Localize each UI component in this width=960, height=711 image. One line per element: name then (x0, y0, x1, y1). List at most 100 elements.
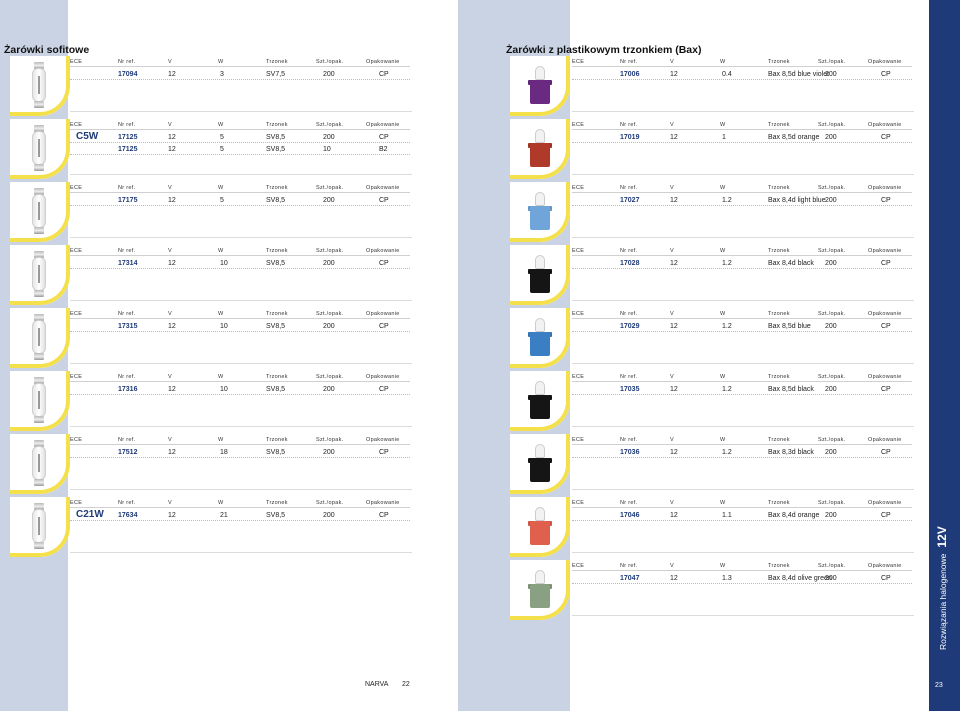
header-cell: Opakowanie (868, 437, 902, 443)
table-cell: 12 (168, 449, 176, 456)
side-label-text: Rozwiązania halogenowe (938, 553, 948, 650)
product-thumbnail (10, 308, 70, 368)
table-cell: SV8,5 (266, 386, 286, 393)
header-cell: Trzonek (768, 500, 790, 506)
table-cell: Bax 8,3d black (768, 449, 814, 456)
header-cell: Trzonek (768, 59, 790, 65)
table-header: ECE Nr ref. V W Trzonek Szt./opak. Opakowanie (70, 59, 410, 67)
left-page-number: 22 (402, 681, 410, 688)
header-cell: Szt./opak. (818, 374, 846, 380)
table-cell: 1.2 (722, 260, 732, 267)
table-cell: Bax 8,5d black (768, 386, 814, 393)
table-cell: 200 (825, 71, 837, 78)
header-cell: Opakowanie (868, 563, 902, 569)
bax-bulb-icon (528, 192, 552, 232)
table-header: ECE Nr ref. V W Trzonek Szt./opak. Opakowanie (70, 500, 410, 508)
table-cell: Bax 8,5d orange (768, 134, 820, 141)
table-cell: CP (379, 512, 389, 519)
table-cell: 5 (220, 146, 224, 153)
header-cell: Opakowanie (366, 122, 400, 128)
header-cell: V (670, 185, 674, 191)
table-header: ECE Nr ref. V W Trzonek Szt./opak. Opakowanie (572, 563, 912, 571)
header-cell: ECE (70, 311, 83, 317)
table-cell: Bax 8,4d light blue (768, 197, 826, 204)
bax-bulb-icon (528, 318, 552, 358)
product-thumbnail (510, 497, 570, 557)
header-cell: Opakowanie (366, 185, 400, 191)
table-cell: 10 (220, 323, 228, 330)
header-cell: W (720, 311, 726, 317)
yellow-arc (10, 308, 70, 368)
header-cell: Nr ref. (118, 374, 136, 380)
header-cell: V (670, 500, 674, 506)
table-row: 17125 12 5 SV8,5 10 B2 (70, 144, 410, 155)
table-cell: CP (379, 323, 389, 330)
header-cell: Opakowanie (366, 248, 400, 254)
ref-number: 17512 (118, 449, 138, 456)
header-cell: Nr ref. (118, 185, 136, 191)
header-cell: Trzonek (768, 437, 790, 443)
header-cell: Trzonek (768, 185, 790, 191)
table-cell: CP (379, 449, 389, 456)
ref-number: 17046 (620, 512, 640, 519)
row-divider (572, 300, 914, 301)
header-cell: Trzonek (266, 185, 288, 191)
bax-bulb-icon (528, 570, 552, 610)
ref-number: 17094 (118, 71, 138, 78)
header-cell: W (720, 248, 726, 254)
table-cell: 10 (323, 146, 331, 153)
header-cell: Szt./opak. (818, 248, 846, 254)
row-divider (572, 426, 914, 427)
row-divider (572, 552, 914, 553)
product-thumbnail (510, 560, 570, 620)
table-header: ECE Nr ref. V W Trzonek Szt./opak. Opakowanie (572, 374, 912, 382)
header-cell: Szt./opak. (316, 122, 344, 128)
table-header: ECE Nr ref. V W Trzonek Szt./opak. Opakowanie (70, 122, 410, 130)
table-cell: CP (881, 197, 891, 204)
header-cell: Trzonek (266, 122, 288, 128)
header-cell: ECE (572, 563, 585, 569)
header-cell: Nr ref. (118, 311, 136, 317)
yellow-arc (510, 56, 570, 116)
table-cell: CP (379, 197, 389, 204)
row-divider (70, 363, 412, 364)
product-thumbnail (10, 119, 70, 179)
right-page-number: 23 (935, 682, 943, 689)
header-cell: Opakowanie (868, 500, 902, 506)
table-cell: CP (881, 449, 891, 456)
table-cell: 200 (323, 386, 335, 393)
table-cell: SV8,5 (266, 146, 286, 153)
header-cell: Trzonek (266, 59, 288, 65)
table-row: 17634 12 21 SV8,5 200 CP (70, 510, 410, 521)
product-thumbnail (10, 371, 70, 431)
header-cell: ECE (572, 185, 585, 191)
table-row: 17316 12 10 SV8,5 200 CP (70, 384, 410, 395)
table-cell: CP (379, 71, 389, 78)
table-cell: CP (379, 386, 389, 393)
festoon-bulb-icon (31, 125, 47, 171)
table-cell: 200 (323, 260, 335, 267)
header-cell: Opakowanie (366, 374, 400, 380)
table-cell: SV8,5 (266, 449, 286, 456)
header-cell: ECE (572, 374, 585, 380)
header-cell: Nr ref. (118, 248, 136, 254)
header-cell: ECE (572, 311, 585, 317)
table-cell: CP (881, 512, 891, 519)
bax-bulb-icon (528, 507, 552, 547)
header-cell: ECE (572, 248, 585, 254)
product-thumbnail (510, 245, 570, 305)
yellow-arc (10, 371, 70, 431)
header-cell: Nr ref. (620, 563, 638, 569)
table-row: 17314 12 10 SV8,5 200 CP (70, 258, 410, 269)
table-row: 17512 12 18 SV8,5 200 CP (70, 447, 410, 458)
right-page-title: Żarówki z plastikowym trzonkiem (Bax) (506, 44, 702, 56)
table-cell: 1.1 (722, 512, 732, 519)
header-cell: W (218, 59, 224, 65)
product-thumbnail (10, 434, 70, 494)
yellow-arc (510, 371, 570, 431)
ece-code: C21W (76, 509, 104, 520)
table-header: ECE Nr ref. V W Trzonek Szt./opak. Opakowanie (70, 185, 410, 193)
table-row: 17175 12 5 SV8,5 200 CP (70, 195, 410, 206)
header-cell: Opakowanie (366, 59, 400, 65)
table-header: ECE Nr ref. V W Trzonek Szt./opak. Opakowanie (572, 59, 912, 67)
